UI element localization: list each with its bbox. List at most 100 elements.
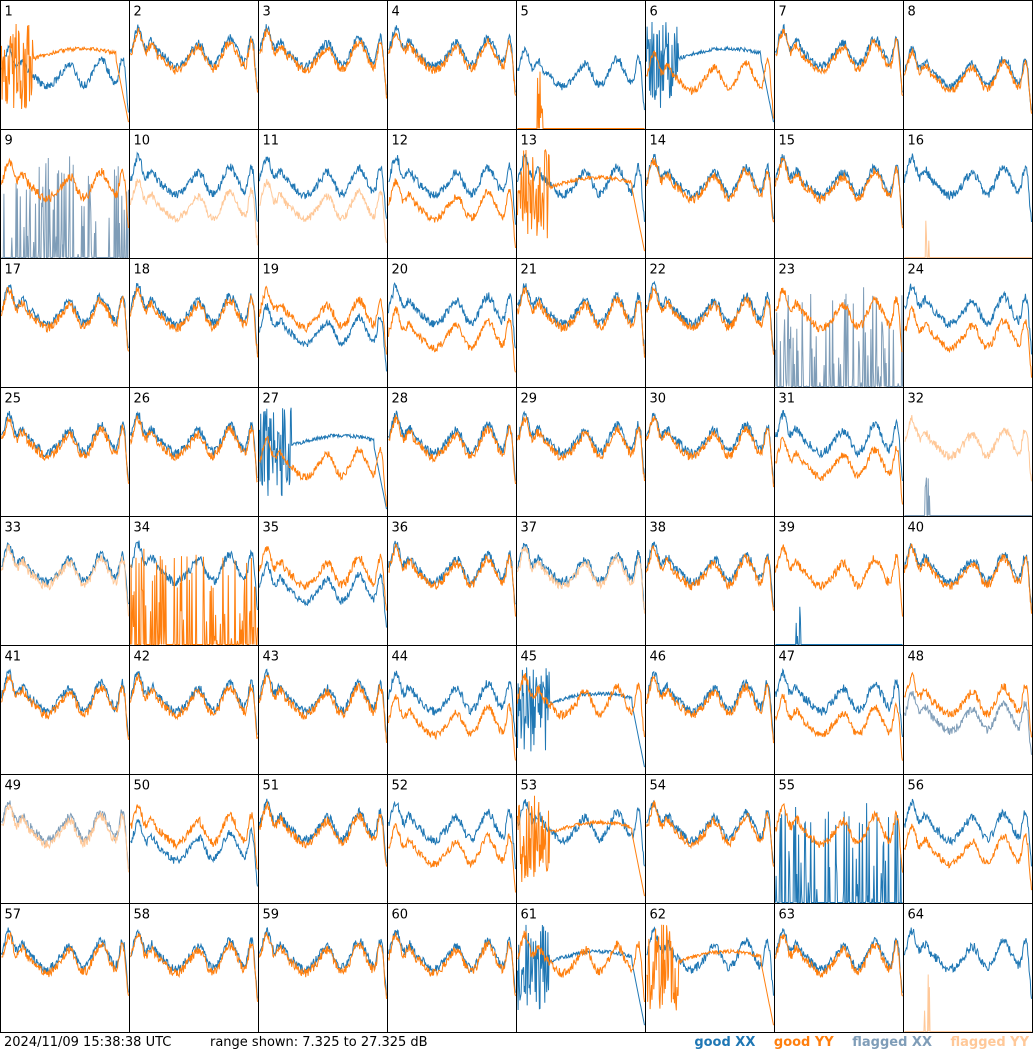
series-yy-panel-44 <box>388 694 516 761</box>
series-xx-panel-35 <box>259 560 387 628</box>
panel-label: 28 <box>392 392 409 407</box>
panel-frame <box>774 0 904 130</box>
panel-frame <box>387 516 517 646</box>
series-xx-panel-18 <box>130 282 258 355</box>
panel-frame <box>516 516 646 646</box>
series-yy-panel-57 <box>1 932 129 996</box>
series-xx-panel-15 <box>775 154 903 225</box>
series-yy-panel-29 <box>517 415 645 482</box>
series-xx-panel-19 <box>259 303 387 372</box>
series-yy-panel-10 <box>130 177 258 246</box>
series-xx-panel-47 <box>775 668 903 737</box>
panel-34: 34 <box>129 516 259 646</box>
series-yy-panel-53 <box>517 795 645 897</box>
series-yy-panel-21 <box>517 286 645 358</box>
legend-good-xx: good XX <box>694 1035 756 1050</box>
panel-label: 44 <box>392 650 409 665</box>
series-yy-panel-34 <box>130 548 258 645</box>
panel-label: 9 <box>5 134 13 149</box>
series-xx-panel-5 <box>517 45 645 111</box>
panel-frame <box>258 0 388 130</box>
panel-label: 45 <box>521 650 538 665</box>
panel-label: 63 <box>779 908 796 923</box>
series-xx-panel-10 <box>130 151 258 222</box>
series-yy-panel-36 <box>388 543 516 617</box>
panel-label: 50 <box>134 779 151 794</box>
panel-frame <box>387 129 517 259</box>
panel-frame <box>129 774 259 904</box>
series-xx-panel-3 <box>259 24 387 96</box>
panel-label: 59 <box>263 908 280 923</box>
panel-frame <box>129 516 259 646</box>
series-xx-panel-43 <box>259 668 387 740</box>
panel-label: 40 <box>908 521 925 536</box>
panel-label: 5 <box>521 5 529 20</box>
series-yy-panel-3 <box>259 27 387 99</box>
series-yy-panel-42 <box>130 673 258 739</box>
panel-13: 13 <box>516 129 646 259</box>
panel-label: 36 <box>392 521 409 536</box>
series-yy-panel-19 <box>259 285 387 355</box>
panel-50: 50 <box>129 774 259 904</box>
panel-label: 11 <box>263 134 280 149</box>
panel-42: 42 <box>129 645 259 775</box>
panel-label: 46 <box>650 650 667 665</box>
panel-6: 6 <box>645 0 775 130</box>
panel-label: 41 <box>5 650 22 665</box>
panel-label: 25 <box>5 392 22 407</box>
series-yy-panel-48 <box>904 671 1032 738</box>
series-yy-panel-26 <box>130 415 258 483</box>
panel-3: 3 <box>258 0 388 130</box>
panel-9: 9 <box>0 129 130 259</box>
panel-label: 23 <box>779 263 796 278</box>
series-yy-panel-62 <box>646 924 774 1026</box>
series-xx-panel-55 <box>775 803 903 903</box>
panel-label: 19 <box>263 263 280 278</box>
panel-label: 18 <box>134 263 151 278</box>
panel-label: 43 <box>263 650 280 665</box>
panel-32: 32 <box>903 387 1033 517</box>
panel-frame <box>516 387 646 517</box>
series-xx-panel-23 <box>775 287 903 387</box>
series-xx-panel-39 <box>775 606 903 645</box>
series-yy-panel-28 <box>388 414 516 485</box>
series-xx-panel-6 <box>646 21 774 123</box>
panel-60: 60 <box>387 903 517 1033</box>
panel-28: 28 <box>387 387 517 517</box>
series-yy-panel-63 <box>775 933 903 997</box>
panel-label: 56 <box>908 779 925 794</box>
panel-label: 33 <box>5 521 22 536</box>
panel-2: 2 <box>129 0 259 130</box>
series-xx-panel-32 <box>904 477 1032 516</box>
panel-label: 34 <box>134 521 151 536</box>
panel-label: 6 <box>650 5 658 20</box>
series-yy-panel-51 <box>259 801 387 867</box>
panel-label: 2 <box>134 5 142 20</box>
series-yy-panel-38 <box>646 545 774 611</box>
series-xx-panel-12 <box>388 155 516 225</box>
series-xx-panel-49 <box>1 800 129 869</box>
series-xx-panel-17 <box>1 284 129 349</box>
panel-label: 16 <box>908 134 925 149</box>
panel-25: 25 <box>0 387 130 517</box>
series-yy-panel-24 <box>904 304 1032 378</box>
series-xx-panel-41 <box>1 668 129 737</box>
panel-label: 20 <box>392 263 409 278</box>
series-yy-panel-5 <box>517 71 645 129</box>
panel-36: 36 <box>387 516 517 646</box>
panel-31: 31 <box>774 387 904 517</box>
series-xx-panel-45 <box>517 667 645 768</box>
panel-1: 1 <box>0 0 130 130</box>
panel-label: 7 <box>779 5 787 20</box>
series-xx-panel-52 <box>388 800 516 870</box>
panel-7: 7 <box>774 0 904 130</box>
panel-label: 60 <box>392 908 409 923</box>
series-yy-panel-27 <box>259 436 387 507</box>
timestamp: 2024/11/09 15:38:38 UTC <box>4 1035 172 1050</box>
range-text: range shown: 7.325 to 27.325 dB <box>210 1035 428 1050</box>
panel-54: 54 <box>645 774 775 904</box>
panel-label: 15 <box>779 134 796 149</box>
panel-label: 4 <box>392 5 400 20</box>
panel-frame <box>774 903 904 1033</box>
panel-frame <box>903 258 1033 388</box>
